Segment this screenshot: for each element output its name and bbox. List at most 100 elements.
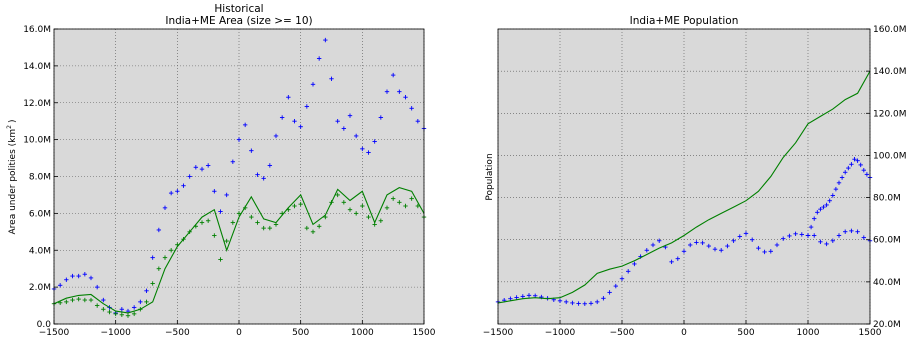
area-data-point [82,297,88,303]
area-data-point [113,311,118,317]
population-y-tick-label: 80.0M [873,194,901,204]
area-data-point [273,133,279,139]
population-x-tick-label: −500 [610,328,635,338]
area-series-line [53,187,425,314]
area-data-point [298,124,303,129]
area-data-point [205,218,211,223]
area-data-point [236,211,242,216]
area-data-point [378,218,384,223]
area-data-point [249,148,254,153]
population-data-point [576,301,581,306]
population-data-point [700,240,705,246]
population-data-point [824,202,829,208]
area-y-tick-label: 12.0M [23,99,51,109]
area-data-point [64,299,69,305]
area-data-point [242,122,248,128]
area-data-point [397,89,402,94]
area-data-point [82,272,88,277]
area-data-point [304,104,310,109]
population-data-point [787,233,792,239]
area-data-point [316,56,322,61]
population-data-point [864,172,870,177]
area-data-point [267,163,273,168]
population-data-point [815,210,820,215]
population-data-point [570,300,575,306]
area-data-point [205,163,211,168]
population-data-point [706,243,711,249]
area-y-tick-label: 10.0M [23,136,51,146]
population-data-point [843,229,848,234]
area-data-point [224,192,229,198]
area-data-point [64,277,69,282]
area-x-tick-label: 1000 [351,328,374,338]
population-x-tick-label: 1500 [859,328,882,338]
population-y-tick-label: 100.0M [873,151,907,161]
area-data-point [341,200,347,205]
population-y-tick-label: 60.0M [873,236,901,246]
population-data-point [526,293,532,298]
area-data-point [88,297,94,303]
area-data-point [168,248,174,253]
population-data-point [855,158,860,163]
area-data-point [88,275,94,281]
population-data-point [821,204,826,210]
area-data-point [199,166,205,172]
area-y-tick-label: 2.0M [29,283,51,293]
area-data-point [372,139,377,144]
population-data-point [712,246,718,252]
area-x-tick-label: −1500 [39,328,70,338]
population-data-point [855,229,860,234]
area-data-point [409,196,414,201]
population-data-point [607,290,612,295]
area-data-point [329,76,334,81]
area-data-point [76,296,81,302]
population-data-point [626,269,631,274]
area-data-point [347,113,353,118]
population-data-point [520,294,525,299]
area-data-point [403,203,408,209]
area-data-point [323,37,328,43]
population-data-point [582,301,587,306]
area-y-tick-label: 6.0M [29,209,51,219]
area-data-point [397,200,402,205]
population-data-point [861,235,866,240]
area-x-tick-label: −500 [165,328,190,338]
area-data-point [230,159,236,164]
population-data-point [799,232,804,237]
population-data-point [725,243,730,249]
area-chart-panel: Historical India+ME Area (size >= 10) Ar… [6,3,436,338]
population-data-point [846,165,851,171]
area-data-point [119,307,125,312]
population-data-point [756,245,761,251]
population-data-point [861,167,866,173]
area-data-point [304,225,310,231]
area-data-point [310,82,316,87]
area-x-tick-label: 500 [292,328,309,338]
population-data-point [833,186,839,192]
area-data-point [279,115,285,120]
area-data-point [187,174,192,179]
area-data-point [131,305,137,310]
area-data-point [255,220,260,225]
area-data-point [150,255,155,260]
population-data-point [858,162,863,168]
population-data-point [731,238,736,243]
population-data-point [827,198,832,203]
area-data-point [101,307,106,312]
area-data-point [212,233,217,238]
area-data-point [107,309,112,315]
population-data-point [719,248,724,253]
population-data-point [601,296,606,301]
population-y-tick-label: 120.0M [873,109,907,119]
area-data-point [168,190,174,196]
area-data-point [341,126,347,131]
population-data-point [836,233,842,238]
population-data-point [849,162,854,167]
population-data-point [675,256,680,261]
area-data-point [212,189,217,194]
area-data-point [310,229,316,235]
population-data-point [818,239,823,245]
area-data-point [335,192,340,198]
area-y-tick-label: 16.0M [23,25,51,35]
population-data-point [824,241,829,247]
